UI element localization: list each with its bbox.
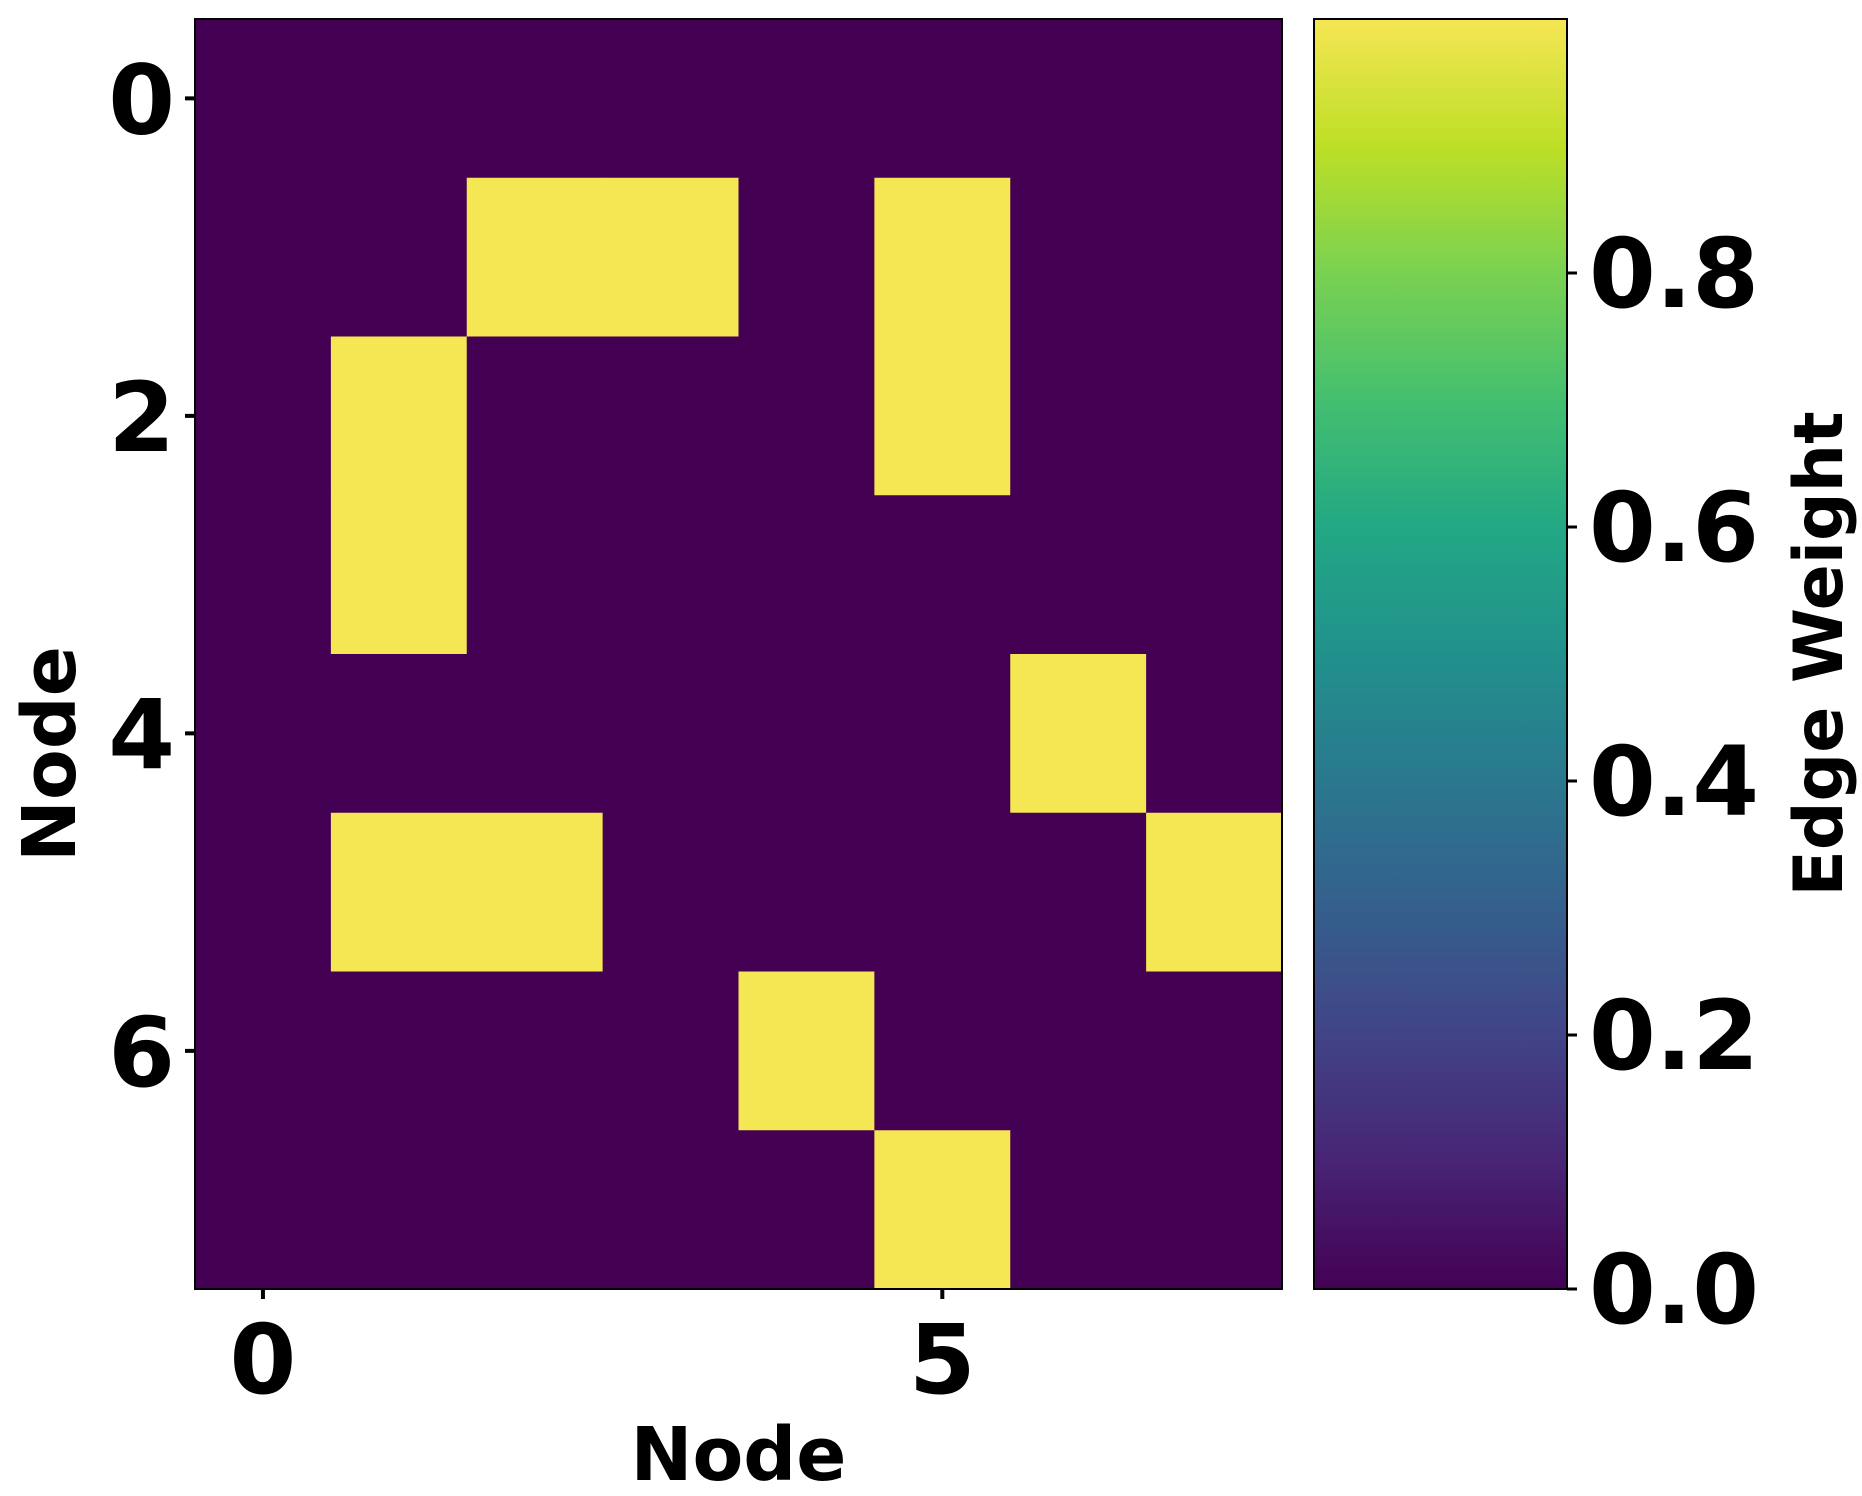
heatmap-cell-6-6 — [1010, 971, 1147, 1131]
colorbar-tick-label-3: 0.6 — [1589, 472, 1759, 584]
heatmap-cell-2-7 — [1146, 336, 1283, 496]
heatmap-cell-6-2 — [466, 971, 604, 1131]
heatmap-cell-7-1 — [330, 1130, 468, 1290]
heatmap-cell-0-7 — [1146, 19, 1283, 179]
heatmap-cell-0-2 — [466, 19, 604, 179]
x-axis-label: Node — [631, 1412, 847, 1492]
heatmap-cell-3-4 — [738, 495, 875, 655]
heatmap-cell-0-1 — [330, 19, 468, 179]
colorbar-tick-label-0: 0.0 — [1589, 1234, 1759, 1346]
y-tick-label-0: 0 — [108, 44, 175, 156]
heatmap-cell-2-1 — [330, 336, 468, 496]
heatmap-cell-7-3 — [602, 1130, 740, 1290]
y-tick-label-6: 6 — [108, 997, 175, 1109]
y-tick-label-4: 4 — [108, 679, 175, 791]
heatmap-cell-7-2 — [466, 1130, 604, 1290]
heatmap-cell-6-4 — [738, 971, 875, 1131]
x-tick-label-0: 0 — [230, 1304, 297, 1416]
heatmap-cell-6-5 — [874, 971, 1011, 1131]
heatmap-cell-4-5 — [874, 654, 1011, 814]
heatmap-cell-4-0 — [195, 654, 332, 814]
heatmap-cell-3-2 — [466, 495, 604, 655]
heatmap-cell-5-4 — [738, 812, 875, 973]
colorbar-tick-label-4: 0.8 — [1589, 218, 1759, 330]
heatmap-cell-5-5 — [874, 812, 1011, 973]
heatmap-cell-3-0 — [195, 495, 332, 655]
heatmap-cell-1-1 — [330, 177, 468, 338]
heatmap-cell-5-1 — [330, 812, 468, 973]
heatmap-cell-4-6 — [1010, 654, 1147, 814]
heatmap-cells — [195, 19, 1283, 1290]
heatmap-cell-0-4 — [738, 19, 875, 179]
heatmap-cell-5-7 — [1146, 812, 1283, 973]
heatmap-cell-1-7 — [1146, 177, 1283, 338]
heatmap-cell-3-6 — [1010, 495, 1147, 655]
heatmap-cell-1-2 — [466, 177, 604, 338]
colorbar-gradient — [1313, 18, 1568, 1290]
heatmap-cell-0-6 — [1010, 19, 1147, 179]
heatmap-cell-1-3 — [602, 177, 740, 338]
heatmap-cell-3-7 — [1146, 495, 1283, 655]
heatmap-cell-5-0 — [195, 812, 332, 973]
heatmap-frame — [194, 18, 1283, 1290]
heatmap-cell-5-2 — [466, 812, 604, 973]
heatmap-cell-5-6 — [1010, 812, 1147, 973]
heatmap-cell-3-3 — [602, 495, 740, 655]
heatmap-cell-3-1 — [330, 495, 468, 655]
colorbar-label: Edge Weight — [1780, 411, 1859, 896]
heatmap-cell-5-3 — [602, 812, 740, 973]
heatmap-cell-3-5 — [874, 495, 1011, 655]
y-tick-label-2: 2 — [108, 362, 175, 474]
heatmap-cell-6-3 — [602, 971, 740, 1131]
heatmap-cell-0-3 — [602, 19, 740, 179]
heatmap-cell-4-2 — [466, 654, 604, 814]
heatmap-cell-2-5 — [874, 336, 1011, 496]
y-axis: 0 2 4 6 — [108, 44, 195, 1109]
colorbar: 0.0 0.2 0.4 0.6 0.8 Edge Weight — [1313, 18, 1859, 1346]
heatmap-cell-4-3 — [602, 654, 740, 814]
heatmap-cell-7-6 — [1010, 1130, 1147, 1290]
heatmap-cell-2-3 — [602, 336, 740, 496]
heatmap-cell-0-0 — [195, 19, 332, 179]
colorbar-tick-label-1: 0.2 — [1589, 980, 1759, 1092]
heatmap-cell-7-5 — [874, 1130, 1011, 1290]
heatmap-cell-2-0 — [195, 336, 332, 496]
heatmap-cell-1-4 — [738, 177, 875, 338]
heatmap-cell-2-6 — [1010, 336, 1147, 496]
heatmap-cell-4-4 — [738, 654, 875, 814]
heatmap-cell-6-0 — [195, 971, 332, 1131]
heatmap-cell-7-0 — [195, 1130, 332, 1290]
heatmap-cell-6-7 — [1146, 971, 1283, 1131]
heatmap-cell-4-7 — [1146, 654, 1283, 814]
heatmap-cell-2-2 — [466, 336, 604, 496]
heatmap-cell-4-1 — [330, 654, 468, 814]
colorbar-ticks: 0.0 0.2 0.4 0.6 0.8 — [1567, 218, 1759, 1346]
heatmap-cell-1-0 — [195, 177, 332, 338]
heatmap-cell-7-4 — [738, 1130, 875, 1290]
y-axis-label: Node — [7, 646, 93, 862]
heatmap-cell-1-6 — [1010, 177, 1147, 338]
heatmap-cell-7-7 — [1146, 1130, 1283, 1290]
heatmap-cell-0-5 — [874, 19, 1011, 179]
heatmap-cell-1-5 — [874, 177, 1011, 338]
colorbar-tick-label-2: 0.4 — [1589, 726, 1759, 838]
x-tick-label-5: 5 — [909, 1304, 976, 1416]
heatmap-cell-2-4 — [738, 336, 875, 496]
heatmap-cell-6-1 — [330, 971, 468, 1131]
